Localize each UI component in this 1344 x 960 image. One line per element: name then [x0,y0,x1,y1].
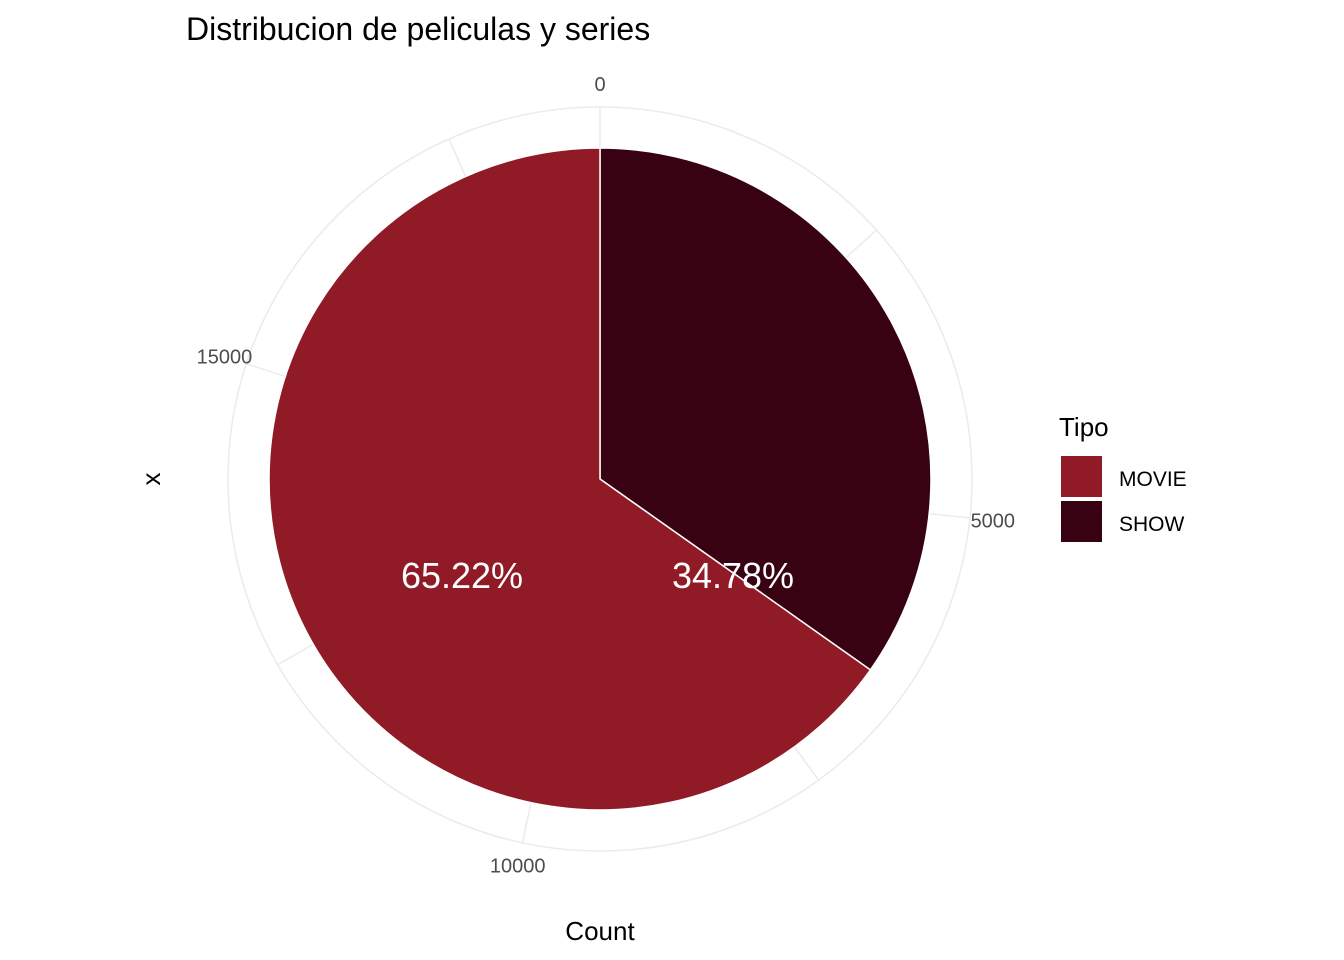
slice-label-movie: 65.22% [401,555,523,596]
y-axis-title: x [136,473,166,486]
slice-label-show: 34.78% [672,555,794,596]
radial-tick-labels: 0 5000 10000 15000 [197,74,1015,877]
legend-title: Tipo [1059,412,1109,442]
slice-labels: 34.78% 65.22% [401,555,794,596]
legend-swatch-show [1061,501,1102,542]
legend: Tipo MOVIE SHOW [1059,412,1187,542]
x-axis-title: Count [565,916,635,946]
tick-label: 5000 [971,510,1016,532]
tick-label: 10000 [490,855,546,877]
tick-label: 15000 [197,347,253,369]
chart-title: Distribucion de peliculas y series [186,11,650,47]
legend-swatch-movie [1061,456,1102,497]
tick-label: 0 [594,74,605,96]
legend-label-movie: MOVIE [1119,468,1187,491]
pie-slice-movie [268,147,872,811]
pie-slice-show [599,147,932,671]
legend-label-show: SHOW [1119,513,1185,536]
pie-slices [268,147,932,811]
